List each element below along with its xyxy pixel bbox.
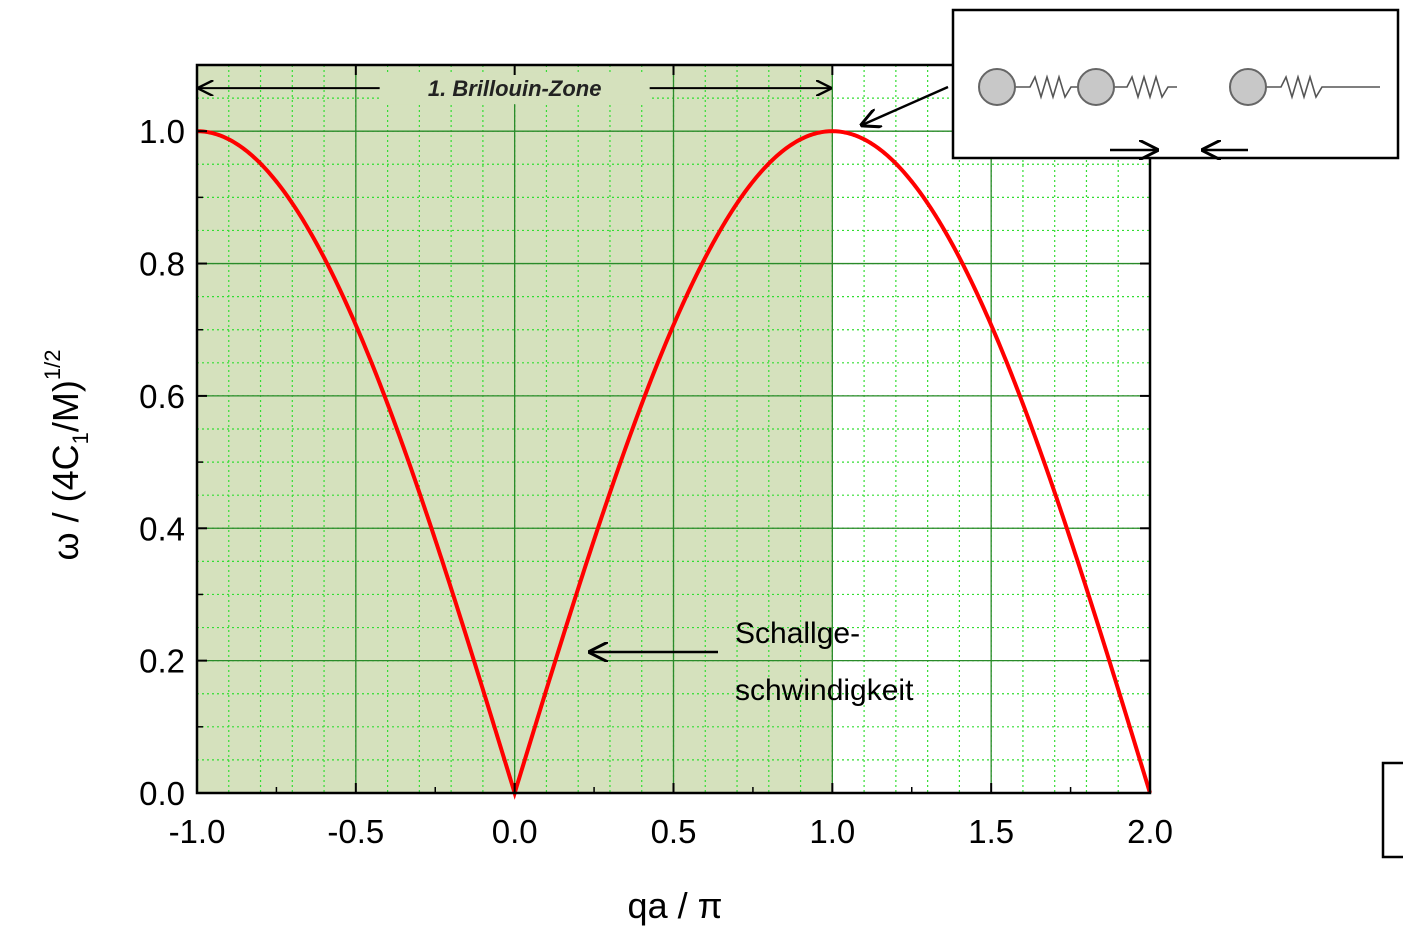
partial-box-edge	[1381, 761, 1403, 859]
y-tick-label: 0.8	[139, 246, 185, 283]
mass-icon	[978, 68, 1016, 106]
zone-extent-marker: 1. Brillouin-Zone	[199, 72, 830, 105]
mass-icon	[1229, 68, 1267, 106]
y-tick-label: 0.4	[139, 510, 185, 547]
y-tick-label: 0.0	[139, 775, 185, 812]
x-tick-label: 1.5	[968, 813, 1014, 850]
dispersion-curve	[196, 129, 1152, 800]
x-tick-label: 0.0	[492, 813, 538, 850]
y-axis-title-after: /M)	[45, 380, 86, 432]
x-tick-labels: -1.0 -0.5 0.0 0.5 1.0 1.5 2.0	[169, 813, 1173, 850]
spring-mass-chain-inset	[862, 8, 1400, 160]
inset-pointer-arrow	[862, 85, 949, 125]
spring-icon	[1015, 74, 1380, 100]
y-axis-title-omega: ω	[45, 532, 86, 560]
y-axis-title-sub: 1	[68, 432, 93, 444]
zone-label: 1. Brillouin-Zone	[428, 76, 602, 101]
x-tick-label: 2.0	[1127, 813, 1173, 850]
y-tick-labels: 0.0 0.2 0.4 0.6 0.8 1.0	[139, 113, 185, 812]
y-tick-label: 1.0	[139, 113, 185, 150]
sound-velocity-annotation: Schallge- schwindigkeit	[590, 617, 914, 707]
annotation-line-1: Schallge-	[735, 617, 860, 650]
y-tick-label: 0.6	[139, 378, 185, 415]
inset-frame	[951, 8, 1400, 160]
x-axis-title: qa / π	[628, 885, 723, 926]
x-tick-label: 1.0	[809, 813, 855, 850]
y-tick-label: 0.2	[139, 643, 185, 680]
y-axis-title-sup: 1/2	[40, 350, 65, 381]
x-tick-label: -0.5	[327, 813, 384, 850]
mass-icon	[1077, 68, 1115, 106]
annotation-line-2: schwindigkeit	[735, 674, 914, 707]
x-tick-label: 0.5	[651, 813, 697, 850]
y-axis-title: ω / (4C1/M)1/2	[40, 350, 93, 561]
x-tick-label: -1.0	[169, 813, 226, 850]
y-axis-title-mid: / (4C	[45, 444, 86, 532]
